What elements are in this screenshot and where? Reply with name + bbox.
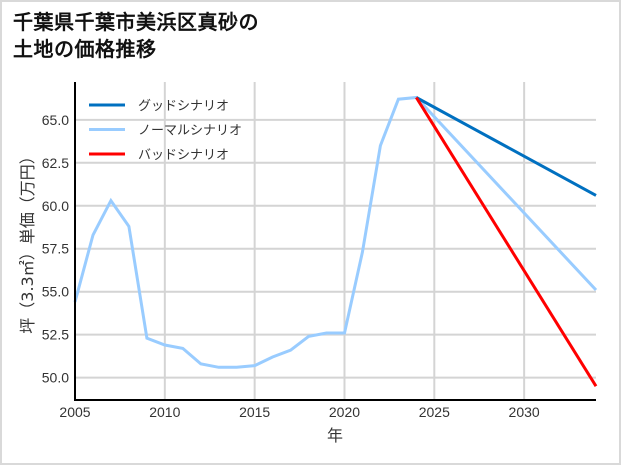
series-line-1 — [73, 95, 598, 369]
legend-label: グッドシナリオ — [138, 99, 229, 114]
x-tick-label: 2020 — [329, 404, 360, 420]
chart-title: 千葉県千葉市美浜区真砂の 土地の価格推移 — [13, 9, 259, 63]
axes — [74, 82, 596, 401]
y-axis-label: 坪（3.3㎡）単価（万円） — [18, 148, 37, 333]
x-tick-label: 2005 — [59, 404, 90, 420]
series-lines — [73, 95, 598, 387]
x-axis-ticks: 2005 2010 2015 2020 2025 2030 — [59, 404, 539, 420]
y-tick-label: 65.0 — [42, 112, 69, 128]
x-tick-label: 2025 — [419, 404, 450, 420]
x-tick-label: 2010 — [149, 404, 180, 420]
series-line-0 — [415, 96, 597, 197]
y-axis-ticks: 50.0 52.5 55.0 57.5 60.0 62.5 65.0 — [42, 112, 69, 386]
chart-title-line-1: 千葉県千葉市美浜区真砂の — [13, 10, 259, 34]
x-tick-label: 2015 — [239, 404, 270, 420]
legend-label: ノーマルシナリオ — [138, 124, 242, 139]
y-tick-label: 52.5 — [42, 327, 69, 343]
series-line-2 — [415, 96, 598, 387]
x-axis-label: 年 — [327, 426, 343, 445]
y-tick-label: 62.5 — [42, 155, 69, 171]
y-tick-label: 57.5 — [42, 241, 69, 257]
chart-title-line-2: 土地の価格推移 — [13, 37, 157, 61]
x-tick-label: 2030 — [509, 404, 540, 420]
legend-label: バッドシナリオ — [138, 148, 229, 163]
y-tick-label: 50.0 — [42, 370, 69, 386]
y-tick-label: 60.0 — [42, 198, 69, 214]
y-tick-label: 55.0 — [42, 284, 69, 300]
